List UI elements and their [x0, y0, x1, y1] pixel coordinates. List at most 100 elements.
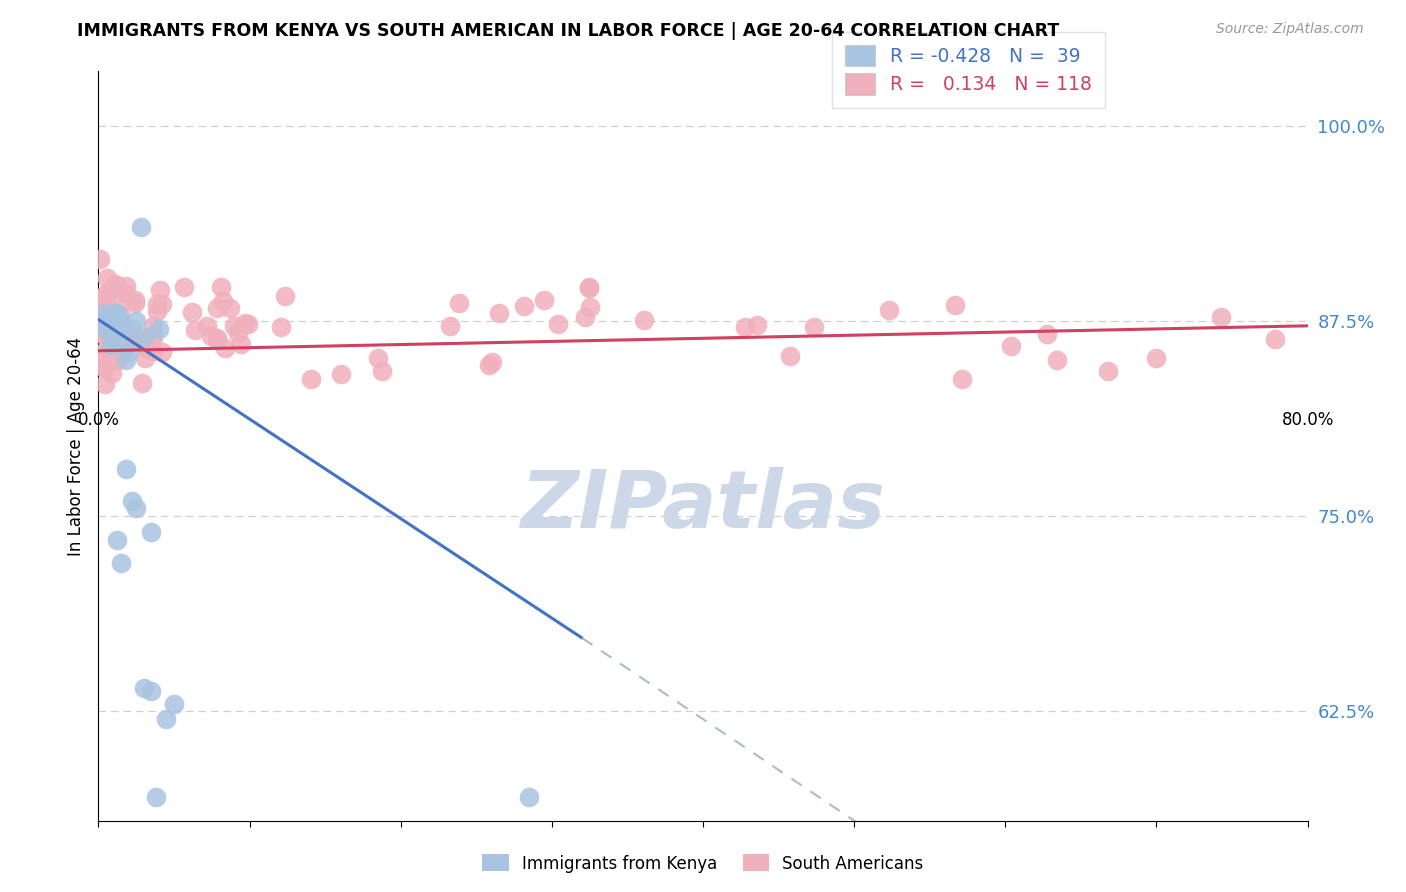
- Point: [90, 300, 112, 314]
- Point: [134, 351, 156, 365]
- Point: [89, 292, 111, 306]
- Point: [129, 220, 152, 235]
- Point: [105, 334, 128, 349]
- Point: [803, 319, 825, 334]
- Point: [163, 697, 186, 711]
- Point: [141, 684, 163, 698]
- Point: [104, 327, 127, 342]
- Point: [104, 343, 127, 358]
- Point: [1000, 339, 1022, 353]
- Point: [120, 330, 142, 344]
- Point: [141, 329, 163, 343]
- Point: [96, 285, 118, 300]
- Point: [943, 298, 966, 312]
- Text: 80.0%: 80.0%: [1281, 411, 1334, 429]
- Point: [141, 524, 163, 539]
- Point: [184, 323, 207, 337]
- Point: [219, 301, 242, 316]
- Point: [93, 345, 115, 359]
- Point: [91, 359, 114, 373]
- Point: [370, 364, 392, 378]
- Point: [108, 330, 131, 344]
- Point: [118, 345, 141, 359]
- Point: [329, 367, 352, 381]
- Point: [228, 326, 250, 340]
- Point: [299, 372, 322, 386]
- Point: [578, 279, 600, 293]
- Point: [180, 305, 202, 319]
- Point: [91, 314, 114, 328]
- Point: [513, 299, 536, 313]
- Point: [90, 348, 112, 362]
- Point: [105, 343, 128, 358]
- Point: [124, 296, 146, 310]
- Point: [150, 344, 173, 359]
- Point: [212, 294, 235, 309]
- Point: [101, 314, 124, 328]
- Point: [91, 320, 114, 334]
- Point: [107, 314, 129, 328]
- Point: [97, 334, 120, 348]
- Point: [200, 329, 222, 343]
- Point: [547, 318, 569, 332]
- Point: [139, 328, 162, 343]
- Point: [104, 280, 127, 294]
- Point: [270, 320, 292, 334]
- Point: [148, 322, 170, 336]
- Text: IMMIGRANTS FROM KENYA VS SOUTH AMERICAN IN LABOR FORCE | AGE 20-64 CORRELATION C: IMMIGRANTS FROM KENYA VS SOUTH AMERICAN …: [77, 22, 1060, 40]
- Point: [91, 347, 114, 361]
- Point: [205, 301, 228, 315]
- Point: [89, 252, 111, 266]
- Point: [101, 310, 124, 324]
- Point: [578, 281, 600, 295]
- Point: [533, 293, 555, 307]
- Point: [224, 318, 246, 333]
- Point: [121, 322, 143, 336]
- Point: [105, 306, 128, 320]
- Point: [115, 286, 138, 301]
- Point: [274, 289, 297, 303]
- Point: [481, 355, 503, 369]
- Point: [747, 318, 769, 333]
- Point: [367, 351, 389, 365]
- Point: [94, 322, 117, 336]
- Point: [734, 320, 756, 334]
- Point: [574, 310, 596, 325]
- Point: [94, 293, 117, 308]
- Text: 0.0%: 0.0%: [77, 411, 120, 429]
- Point: [150, 297, 173, 311]
- Point: [94, 319, 117, 334]
- Point: [105, 314, 128, 328]
- Point: [101, 318, 124, 333]
- Point: [115, 279, 138, 293]
- Point: [124, 293, 146, 307]
- Point: [110, 310, 132, 324]
- Point: [91, 289, 114, 303]
- Point: [104, 314, 127, 328]
- Point: [439, 319, 461, 334]
- Point: [578, 300, 600, 314]
- Point: [214, 341, 236, 355]
- Point: [205, 333, 228, 347]
- Point: [633, 313, 655, 327]
- Point: [100, 323, 122, 337]
- Point: [478, 358, 501, 372]
- Point: [103, 314, 125, 328]
- Point: [90, 321, 112, 335]
- Point: [950, 372, 973, 386]
- Point: [197, 318, 219, 333]
- Point: [146, 303, 169, 318]
- Point: [90, 298, 112, 312]
- Point: [1144, 351, 1167, 366]
- Point: [121, 493, 143, 508]
- Legend: R = -0.428   N =  39, R =   0.134   N = 118: R = -0.428 N = 39, R = 0.134 N = 118: [832, 32, 1105, 108]
- Point: [90, 306, 112, 320]
- Point: [100, 310, 122, 324]
- Point: [100, 314, 122, 328]
- Point: [132, 681, 155, 695]
- Point: [104, 322, 127, 336]
- Point: [104, 277, 127, 291]
- Point: [131, 376, 153, 390]
- Point: [229, 337, 252, 351]
- Point: [89, 314, 111, 328]
